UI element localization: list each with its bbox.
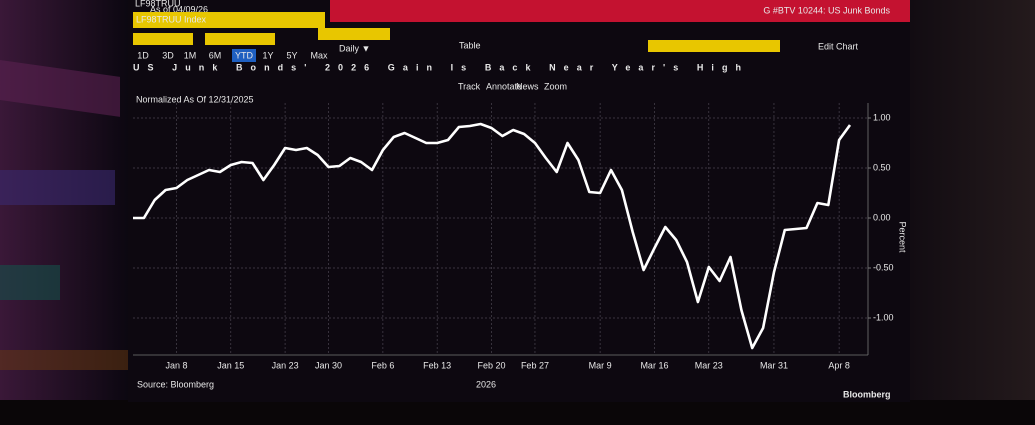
tool-button[interactable]: Zoom <box>544 81 567 91</box>
tool-button[interactable]: News <box>516 81 539 91</box>
year-label: 2026 <box>476 379 496 389</box>
frequency-button[interactable]: Daily ▼ <box>339 43 370 53</box>
x-tick-label: Feb 27 <box>521 360 549 370</box>
x-tick-label: Mar 23 <box>695 360 723 370</box>
series-line <box>133 122 852 350</box>
tool-button[interactable]: Annotate <box>486 81 522 91</box>
y-axis-title: Percent <box>898 221 908 253</box>
y-tick-label: 0.00 <box>873 212 891 222</box>
period-button[interactable]: 1M <box>184 50 197 60</box>
studio-screen <box>0 60 120 117</box>
input-box[interactable] <box>648 40 780 52</box>
x-tick-label: Feb 6 <box>371 360 394 370</box>
period-highlight <box>232 49 256 62</box>
x-tick-label: Apr 8 <box>828 360 850 370</box>
table-button[interactable]: Table <box>459 40 481 50</box>
x-tick-label: Jan 15 <box>217 360 244 370</box>
ticker: LF98TRUU <box>135 0 181 8</box>
x-tick-label: Jan 23 <box>272 360 299 370</box>
source: Source: Bloomberg <box>137 379 214 389</box>
y-tick-label: -1.00 <box>873 312 894 322</box>
period-button[interactable]: 1Y <box>262 50 273 60</box>
x-tick-label: Mar 9 <box>589 360 612 370</box>
y-tick-label: -0.50 <box>873 262 894 272</box>
y-tick-label: 1.00 <box>873 112 891 122</box>
x-tick-label: Jan 8 <box>165 360 187 370</box>
period-button[interactable]: YTD <box>235 50 254 60</box>
monitor <box>128 0 910 402</box>
date-box[interactable] <box>133 33 193 45</box>
period-button[interactable]: 5Y <box>286 50 297 60</box>
period-button[interactable]: 6M <box>209 50 222 60</box>
period-button[interactable]: 3D <box>162 50 174 60</box>
security[interactable]: LF98TRUU Index <box>136 14 207 24</box>
tool-button[interactable]: Track <box>458 81 481 91</box>
channel-title: G #BTV 10244: US Junk Bonds <box>763 5 890 15</box>
x-tick-label: Mar 31 <box>760 360 788 370</box>
x-tick-label: Feb 13 <box>423 360 451 370</box>
studio-screen <box>0 265 60 300</box>
date-box[interactable] <box>205 33 275 45</box>
as-of: As of 04/09/26 <box>150 4 208 14</box>
studio-light <box>0 350 130 370</box>
ccy-box[interactable] <box>318 28 390 40</box>
period-button[interactable]: Max <box>310 50 328 60</box>
x-tick-label: Mar 16 <box>640 360 668 370</box>
studio-right <box>910 0 1035 425</box>
studio-floor <box>0 400 1035 425</box>
x-tick-label: Feb 20 <box>477 360 505 370</box>
y-tick-label: 0.50 <box>873 162 891 172</box>
brand: Bloomberg <box>843 389 891 399</box>
top-bar <box>330 0 910 22</box>
x-tick-label: Jan 30 <box>315 360 342 370</box>
period-button[interactable]: 1D <box>137 50 149 60</box>
edit-button[interactable]: Edit Chart <box>818 41 859 51</box>
subtitle: Normalized As Of 12/31/2025 <box>136 94 254 104</box>
security-box[interactable] <box>133 12 325 28</box>
studio-screen <box>0 170 115 205</box>
